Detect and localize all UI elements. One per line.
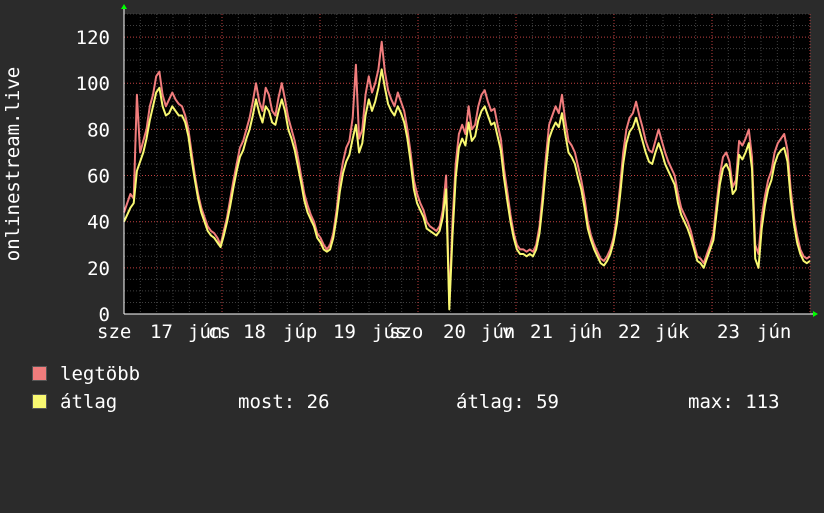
x-tick-label: jún xyxy=(188,321,222,343)
y-tick-label: 40 xyxy=(87,212,110,234)
x-tick-label: 21 xyxy=(530,321,553,343)
stat-now-label: most: xyxy=(238,391,296,413)
series-line-max xyxy=(123,40,811,306)
x-tick-label: v xyxy=(502,321,513,343)
x-tick-label: 20 xyxy=(443,321,466,343)
x-tick-label: júp xyxy=(283,321,317,343)
x-tick-label: júk xyxy=(655,321,690,343)
x-tick-label: 19 xyxy=(333,321,356,343)
x-tick-label: jús xyxy=(372,321,406,343)
legend-row-avg: átlag most: 26 átlag: 59 max: 113 xyxy=(32,392,822,412)
stat-now-value: 26 xyxy=(306,391,330,413)
y-tick-label: 20 xyxy=(87,258,110,280)
legend-row-max: legtöbb xyxy=(32,364,140,384)
series-line-avg xyxy=(123,68,811,311)
legend-label-avg: átlag xyxy=(60,391,118,413)
stat-now: most: 26 xyxy=(238,392,330,412)
stat-average-label: átlag: xyxy=(456,391,525,413)
y-tick-label: 100 xyxy=(76,73,110,95)
stat-max-label: max: xyxy=(688,391,734,413)
x-tick-label: sze xyxy=(97,321,131,343)
legend-swatch-avg xyxy=(32,394,47,409)
stat-average-value: 59 xyxy=(536,391,559,413)
x-tick-label: jún xyxy=(757,321,791,343)
y-axis-label: onlinestream.live xyxy=(2,67,24,261)
x-tick-label: júh xyxy=(568,321,602,343)
x-tick-label: 22 xyxy=(618,321,641,343)
x-axis-arrow xyxy=(813,311,818,317)
x-tick-label: szo xyxy=(389,321,423,343)
x-tick-label: 18 xyxy=(243,321,266,343)
legend-label-max: legtöbb xyxy=(60,363,141,385)
x-tick-label: 17 xyxy=(150,321,173,343)
chart: 0 20 40 60 80 100 120 onlinestream.live sze 17 jún… xyxy=(2,4,818,343)
y-tick-label: 80 xyxy=(87,119,110,141)
y-tick-label: 120 xyxy=(76,27,110,49)
y-tick-label: 60 xyxy=(87,166,110,188)
x-tick-label: jún xyxy=(481,321,515,343)
y-tick-label: 0 xyxy=(99,304,110,326)
x-tick-label: 23 xyxy=(717,321,740,343)
stat-max: max: 113 xyxy=(688,392,780,412)
x-tick-label: cs xyxy=(208,321,231,343)
y-axis-arrow xyxy=(121,4,127,9)
legend-swatch-max xyxy=(32,366,47,381)
stat-max-value: 113 xyxy=(745,391,780,413)
stat-average: átlag: 59 xyxy=(456,392,559,412)
